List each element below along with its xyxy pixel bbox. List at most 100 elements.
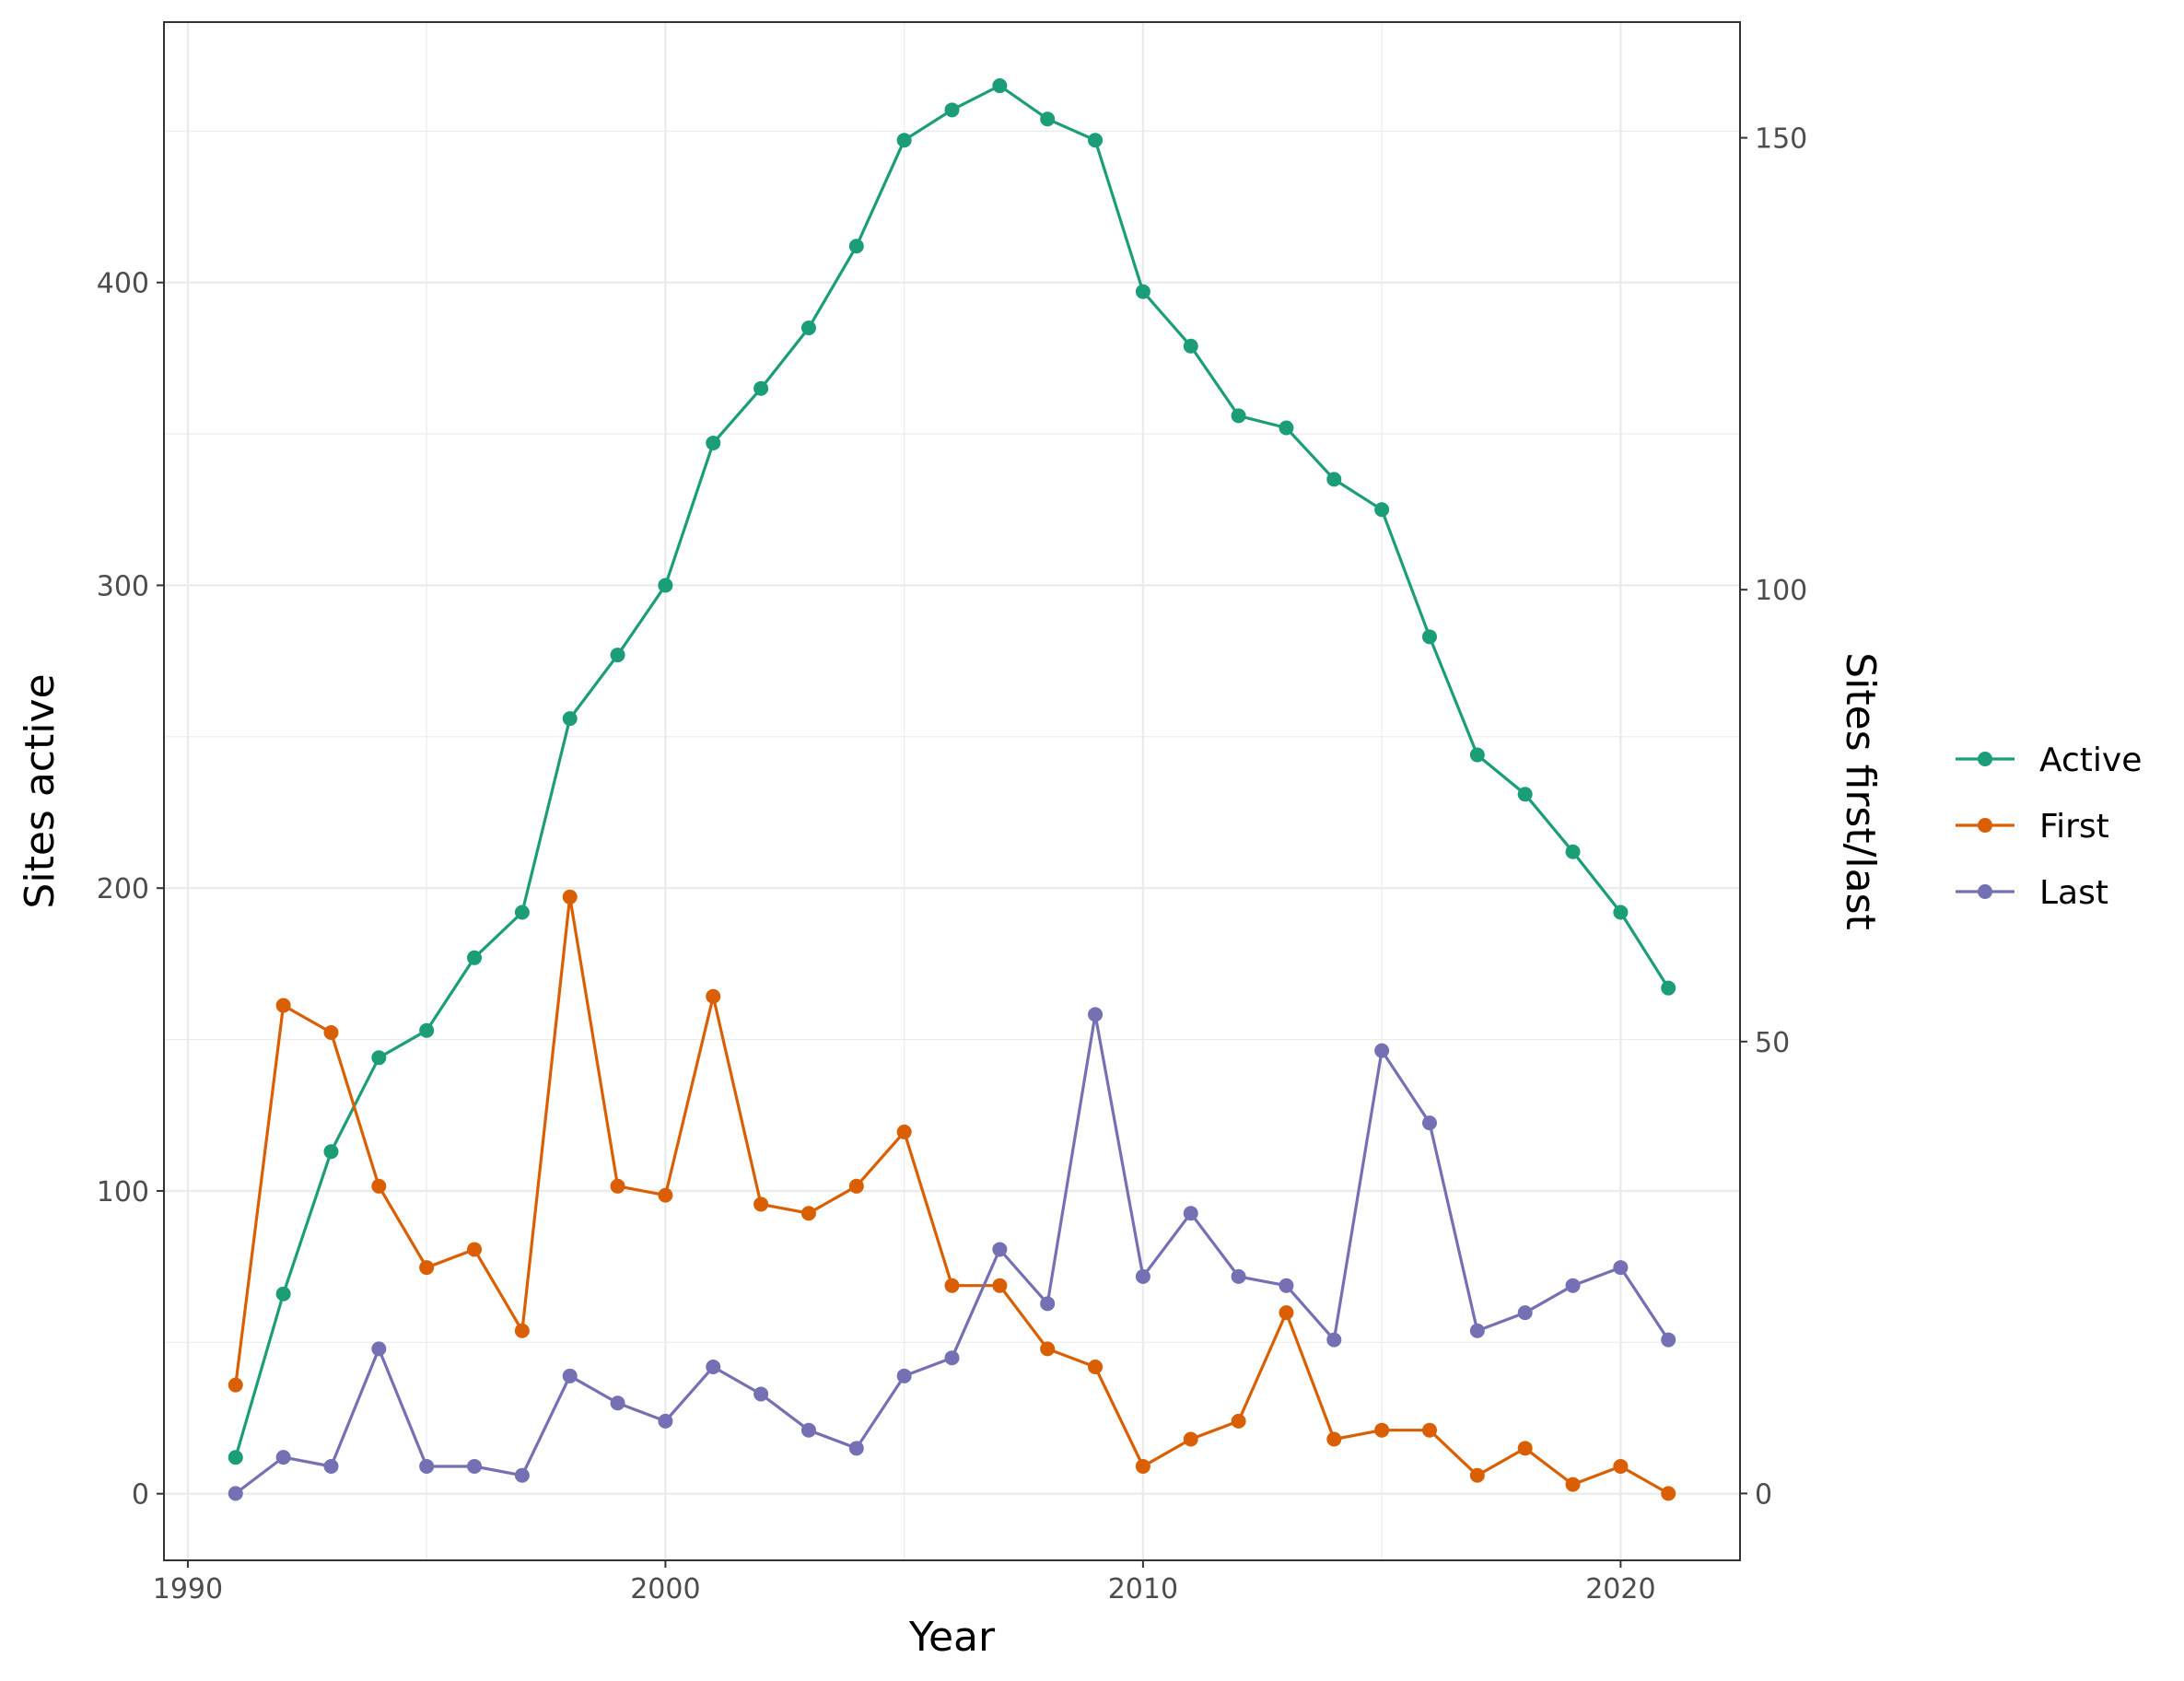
panel-border <box>163 21 1741 1561</box>
data-point-last <box>514 1467 530 1483</box>
data-point-first <box>514 1323 530 1338</box>
series-line-first <box>234 895 1669 1495</box>
data-point-last <box>1135 1268 1150 1284</box>
legend-label-last: Last <box>2039 874 2108 912</box>
data-point-active <box>992 78 1008 94</box>
data-point-first <box>992 1278 1008 1293</box>
data-point-first <box>275 998 291 1013</box>
data-point-first <box>706 988 721 1004</box>
data-point-first <box>753 1197 769 1212</box>
data-point-last <box>1183 1206 1198 1221</box>
data-point-active <box>1661 980 1676 996</box>
data-point-last <box>753 1386 769 1402</box>
axes: 1990 2000 2010 2020 0 100 200 300 400 0 50 100 150 <box>97 123 1808 1605</box>
data-point-first <box>323 1024 339 1040</box>
data-point-active <box>371 1050 387 1066</box>
data-point-active <box>1088 133 1104 148</box>
data-point-first <box>1613 1458 1629 1474</box>
data-point-first <box>800 1206 816 1221</box>
data-point-last <box>848 1441 864 1456</box>
y2-tick-label: 150 <box>1755 123 1807 156</box>
series-line-last <box>234 1012 1670 1495</box>
data-point-first <box>1661 1486 1676 1501</box>
data-point-active <box>419 1022 435 1038</box>
x-tick-label: 2000 <box>630 1573 700 1605</box>
data-point-active <box>753 380 769 396</box>
data-point-first <box>1088 1360 1104 1375</box>
data-point-last <box>1040 1296 1056 1312</box>
y-tick-label: 300 <box>97 570 149 602</box>
data-point-first <box>1279 1305 1294 1321</box>
data-point-active <box>323 1144 339 1160</box>
data-point-active <box>275 1286 291 1302</box>
data-point-active <box>1613 905 1629 920</box>
data-point-last <box>1231 1268 1246 1284</box>
data-point-first <box>610 1178 625 1194</box>
data-point-first <box>1326 1431 1342 1447</box>
y-tick-label: 200 <box>97 873 149 905</box>
data-point-last <box>1565 1278 1581 1293</box>
data-point-active <box>1421 629 1437 645</box>
data-point-active <box>1135 284 1150 299</box>
legend-label-active: Active <box>2039 741 2142 779</box>
data-point-first <box>1135 1458 1150 1474</box>
legend-label-first: First <box>2039 808 2109 846</box>
data-point-first <box>562 889 578 905</box>
data-point-last <box>1421 1115 1437 1131</box>
data-point-first <box>1040 1341 1056 1357</box>
y-tick-label: 0 <box>132 1479 149 1512</box>
data-point-active <box>1565 844 1581 859</box>
x-tick-label: 2010 <box>1108 1573 1178 1605</box>
y2-tick-label: 0 <box>1755 1478 1772 1511</box>
y-axis-left-title: Sites active <box>17 673 64 908</box>
series-layer <box>228 78 1676 1501</box>
data-point-last <box>1661 1332 1676 1348</box>
y-tick-label: 400 <box>97 268 149 300</box>
data-point-first <box>1231 1413 1246 1429</box>
data-point-first <box>1565 1477 1581 1492</box>
data-point-active <box>1040 111 1056 127</box>
data-point-last <box>419 1458 435 1474</box>
data-point-last <box>944 1350 960 1366</box>
data-point-active <box>467 950 483 965</box>
data-point-last <box>992 1242 1008 1257</box>
data-point-active <box>228 1450 243 1465</box>
data-point-last <box>706 1360 721 1375</box>
data-point-active <box>1279 420 1294 436</box>
grid <box>164 22 1740 1560</box>
data-point-last <box>1517 1305 1533 1321</box>
legend-key-point-first <box>1978 818 1992 833</box>
data-point-last <box>610 1395 625 1411</box>
data-point-first <box>467 1242 483 1257</box>
data-point-active <box>1374 502 1390 518</box>
x-tick-label: 1990 <box>153 1573 223 1605</box>
data-point-active <box>1326 472 1342 487</box>
data-point-active <box>1469 747 1485 763</box>
data-point-last <box>562 1368 578 1383</box>
data-point-active <box>562 711 578 727</box>
data-point-first <box>848 1178 864 1194</box>
series-line-active <box>234 84 1670 1458</box>
data-point-active <box>944 102 960 118</box>
data-point-first <box>1374 1422 1390 1438</box>
data-point-last <box>228 1486 243 1501</box>
data-point-first <box>658 1187 673 1203</box>
legend: Active First Last <box>1956 741 2142 912</box>
data-point-last <box>275 1450 291 1465</box>
y2-tick-label: 50 <box>1755 1027 1790 1059</box>
legend-key-point-active <box>1978 752 1992 766</box>
data-point-first <box>1517 1441 1533 1456</box>
x-tick-label: 2020 <box>1585 1573 1655 1605</box>
data-point-last <box>323 1458 339 1474</box>
data-point-active <box>800 321 816 336</box>
data-point-first <box>1421 1422 1437 1438</box>
data-point-last <box>896 1368 912 1383</box>
data-point-first <box>896 1124 912 1139</box>
data-point-last <box>467 1458 483 1474</box>
data-point-last <box>1374 1043 1390 1058</box>
data-point-last <box>371 1341 387 1357</box>
data-point-active <box>658 578 673 593</box>
data-point-last <box>800 1422 816 1438</box>
data-point-last <box>1469 1323 1485 1338</box>
